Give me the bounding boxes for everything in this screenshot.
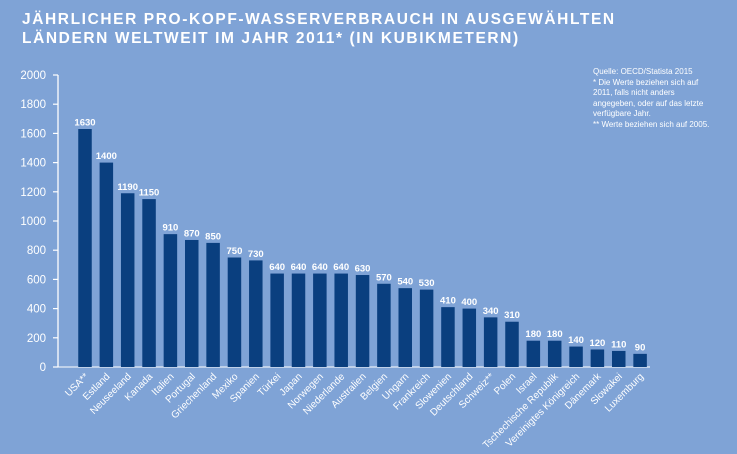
bar-value-label: 640 bbox=[333, 262, 349, 273]
bar-value-label: 850 bbox=[205, 231, 221, 242]
bar-value-label: 1150 bbox=[139, 188, 160, 199]
bar bbox=[441, 307, 455, 367]
bar-value-label: 340 bbox=[483, 306, 499, 317]
bar-value-label: 640 bbox=[269, 262, 285, 273]
bar-value-label: 570 bbox=[376, 272, 392, 283]
footnote-single-star: * Die Werte beziehen sich auf 2011, fall… bbox=[593, 77, 704, 119]
bar-value-label: 110 bbox=[611, 339, 626, 350]
y-tick-label: 400 bbox=[27, 304, 46, 316]
bar-value-label: 180 bbox=[525, 329, 541, 340]
y-tick-label: 1000 bbox=[20, 216, 46, 228]
bar bbox=[227, 257, 242, 367]
bar-value-label: 180 bbox=[547, 329, 563, 340]
x-category-label: Polen bbox=[492, 371, 518, 397]
bar bbox=[185, 239, 199, 367]
bar-value-label: 120 bbox=[589, 338, 605, 349]
y-tick-label: 600 bbox=[27, 274, 46, 286]
bar bbox=[633, 353, 647, 367]
bar bbox=[270, 273, 284, 367]
bar-value-label: 1400 bbox=[96, 151, 117, 162]
bar-value-label: 310 bbox=[504, 310, 520, 321]
bar bbox=[291, 273, 306, 367]
bar bbox=[334, 273, 348, 367]
chart-title-line-2: Ländern weltweit im Jahr 2011* (in Kubik… bbox=[22, 30, 520, 47]
bar bbox=[590, 349, 605, 367]
source-note: Quelle: OECD/Statista 2015 bbox=[593, 67, 693, 76]
bar-value-label: 750 bbox=[227, 246, 243, 257]
bar bbox=[355, 275, 370, 367]
source-notes: Quelle: OECD/Statista 2015 * Die Werte b… bbox=[593, 67, 718, 131]
bar bbox=[120, 193, 135, 367]
bar-value-label: 630 bbox=[355, 264, 371, 275]
bar bbox=[462, 308, 477, 367]
bar-value-label: 640 bbox=[312, 262, 328, 273]
bar bbox=[505, 321, 519, 367]
bar-value-label: 540 bbox=[397, 277, 413, 288]
bar-value-label: 400 bbox=[461, 297, 477, 308]
bar-value-label: 530 bbox=[419, 278, 435, 289]
bar bbox=[398, 288, 412, 367]
bar-value-label: 90 bbox=[635, 342, 646, 353]
bar-value-label: 1630 bbox=[74, 118, 95, 129]
bar-layer bbox=[78, 129, 647, 367]
bar bbox=[163, 234, 178, 367]
bar bbox=[419, 289, 434, 367]
bar-value-label: 1190 bbox=[117, 182, 138, 193]
chart-title: Jährlicher Pro-Kopf-Wasserverbrauch in a… bbox=[22, 10, 622, 48]
y-tick-label: 1600 bbox=[20, 128, 46, 140]
x-category-label: Türkei bbox=[256, 371, 283, 398]
y-tick-label: 800 bbox=[27, 245, 46, 257]
bar-value-label: 730 bbox=[248, 249, 264, 260]
bar-value-label: 640 bbox=[291, 262, 307, 273]
bar bbox=[78, 129, 92, 367]
bar bbox=[142, 199, 156, 367]
bar bbox=[612, 350, 626, 367]
bar-value-label: 410 bbox=[440, 296, 456, 307]
axis-layer: 0 200 400 600 800 1000 1200 1400 1600 1800 2000 bbox=[20, 70, 650, 374]
y-tick-label: 0 bbox=[40, 362, 46, 374]
y-tick-label: 1400 bbox=[20, 158, 46, 170]
bar bbox=[249, 260, 263, 367]
bar-value-label: 910 bbox=[162, 223, 178, 234]
bar-value-label: 140 bbox=[568, 335, 584, 346]
bar bbox=[206, 242, 220, 367]
bar bbox=[377, 283, 391, 367]
y-tick-label: 2000 bbox=[20, 70, 46, 82]
bar bbox=[569, 346, 583, 367]
bar bbox=[526, 340, 541, 367]
chart-title-line-1: Jährlicher Pro-Kopf-Wasserverbrauch in a… bbox=[22, 11, 616, 28]
bar bbox=[99, 162, 114, 367]
y-tick-label: 200 bbox=[27, 333, 46, 345]
bar bbox=[547, 340, 562, 367]
footnote-double-star: ** Werte beziehen sich auf 2005. bbox=[593, 119, 710, 129]
bar bbox=[313, 273, 327, 367]
y-tick-label: 1800 bbox=[20, 99, 46, 111]
bar bbox=[483, 317, 498, 367]
y-tick-label: 1200 bbox=[20, 187, 46, 199]
bar-value-label: 870 bbox=[184, 228, 200, 239]
